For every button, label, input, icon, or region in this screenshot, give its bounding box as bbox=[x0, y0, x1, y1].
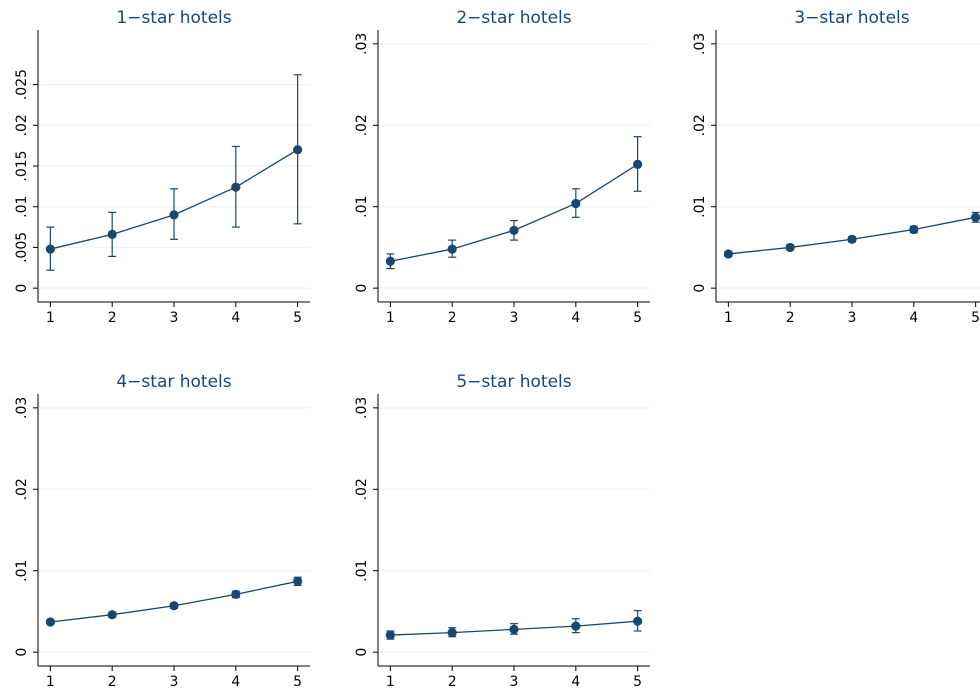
x-tick-label: 3 bbox=[510, 310, 519, 326]
y-tick-label: .03 bbox=[354, 33, 370, 55]
y-tick-label: .03 bbox=[354, 397, 370, 419]
x-tick-label: 4 bbox=[231, 310, 240, 326]
data-point bbox=[509, 624, 519, 634]
x-tick-label: 4 bbox=[231, 674, 240, 690]
data-point bbox=[107, 229, 117, 240]
data-point bbox=[447, 628, 457, 638]
data-point bbox=[971, 212, 980, 222]
x-tick-label: 1 bbox=[46, 674, 55, 690]
panel-title: 2−star hotels bbox=[456, 8, 571, 28]
panel: 3−star hotels 0 .01 .02 .03 1 2 3 4 5 bbox=[692, 8, 980, 326]
x-tick-label: 3 bbox=[170, 310, 179, 326]
x-tick-label: 2 bbox=[786, 310, 795, 326]
data-point bbox=[231, 182, 241, 192]
y-tick-label: .03 bbox=[692, 33, 708, 55]
y-tick-label: .02 bbox=[14, 478, 30, 500]
data-point bbox=[169, 210, 179, 220]
panel: 2−star hotels 0 .01 .02 .03 1 2 3 4 5 bbox=[354, 8, 650, 326]
data-point bbox=[107, 610, 117, 620]
data-point bbox=[509, 225, 519, 235]
data-point bbox=[45, 244, 55, 254]
x-tick-label: 1 bbox=[46, 310, 55, 326]
y-tick-label: 0 bbox=[14, 648, 30, 657]
y-tick-label: 0 bbox=[354, 648, 370, 657]
y-tick-label: .015 bbox=[14, 150, 30, 181]
x-tick-label: 1 bbox=[724, 310, 733, 326]
data-point bbox=[385, 256, 395, 266]
x-tick-label: 5 bbox=[633, 674, 642, 690]
x-tick-label: 3 bbox=[170, 674, 179, 690]
x-tick-label: 5 bbox=[633, 310, 642, 326]
y-tick-label: .005 bbox=[14, 232, 30, 263]
data-point bbox=[293, 576, 303, 586]
data-point bbox=[633, 159, 643, 169]
y-tick-label: .01 bbox=[692, 196, 708, 218]
data-point bbox=[571, 621, 581, 631]
panel: 4−star hotels 0 .01 .02 .03 1 2 3 4 5 bbox=[14, 372, 310, 690]
x-tick-label: 2 bbox=[108, 310, 117, 326]
data-point bbox=[785, 242, 795, 253]
y-tick-label: .01 bbox=[14, 560, 30, 582]
data-point bbox=[385, 630, 395, 640]
panel: 1−star hotels 0 .005 .01 .015 .02 .025 1 2 3 4 5 bbox=[14, 8, 310, 326]
y-tick-label: .02 bbox=[692, 114, 708, 136]
x-tick-label: 4 bbox=[571, 310, 580, 326]
y-tick-label: 0 bbox=[692, 284, 708, 293]
y-tick-label: .01 bbox=[354, 196, 370, 218]
y-tick-label: .025 bbox=[14, 69, 30, 100]
panel-title: 3−star hotels bbox=[794, 8, 909, 28]
y-tick-label: .02 bbox=[14, 114, 30, 136]
x-tick-label: 5 bbox=[293, 310, 302, 326]
x-tick-label: 2 bbox=[448, 674, 457, 690]
x-tick-label: 2 bbox=[108, 674, 117, 690]
x-tick-label: 5 bbox=[293, 674, 302, 690]
x-tick-label: 1 bbox=[386, 310, 395, 326]
data-point bbox=[293, 145, 303, 155]
x-tick-label: 2 bbox=[448, 310, 457, 326]
panel-title: 1−star hotels bbox=[116, 8, 231, 28]
data-point bbox=[447, 244, 457, 254]
y-tick-label: .03 bbox=[14, 397, 30, 419]
y-tick-label: .01 bbox=[354, 560, 370, 582]
y-tick-label: .01 bbox=[14, 196, 30, 218]
x-tick-label: 1 bbox=[386, 674, 395, 690]
data-point bbox=[909, 224, 919, 235]
data-point bbox=[633, 616, 643, 626]
y-tick-label: 0 bbox=[14, 284, 30, 293]
data-point bbox=[45, 617, 55, 627]
data-point bbox=[723, 249, 733, 259]
data-point bbox=[571, 198, 581, 209]
x-tick-label: 3 bbox=[848, 310, 857, 326]
data-line bbox=[390, 163, 638, 262]
panel-title: 4−star hotels bbox=[116, 372, 231, 392]
x-tick-label: 4 bbox=[571, 674, 580, 690]
x-tick-label: 4 bbox=[909, 310, 918, 326]
y-tick-label: .02 bbox=[354, 114, 370, 136]
panel: 5−star hotels 0 .01 .02 .03 1 2 3 4 5 bbox=[354, 372, 650, 690]
data-point bbox=[231, 589, 241, 599]
x-tick-label: 3 bbox=[510, 674, 519, 690]
data-point bbox=[169, 601, 179, 611]
x-tick-label: 5 bbox=[971, 310, 980, 326]
y-tick-label: .02 bbox=[354, 478, 370, 500]
panel-title: 5−star hotels bbox=[456, 372, 571, 392]
y-tick-label: 0 bbox=[354, 284, 370, 293]
data-point bbox=[847, 234, 857, 244]
